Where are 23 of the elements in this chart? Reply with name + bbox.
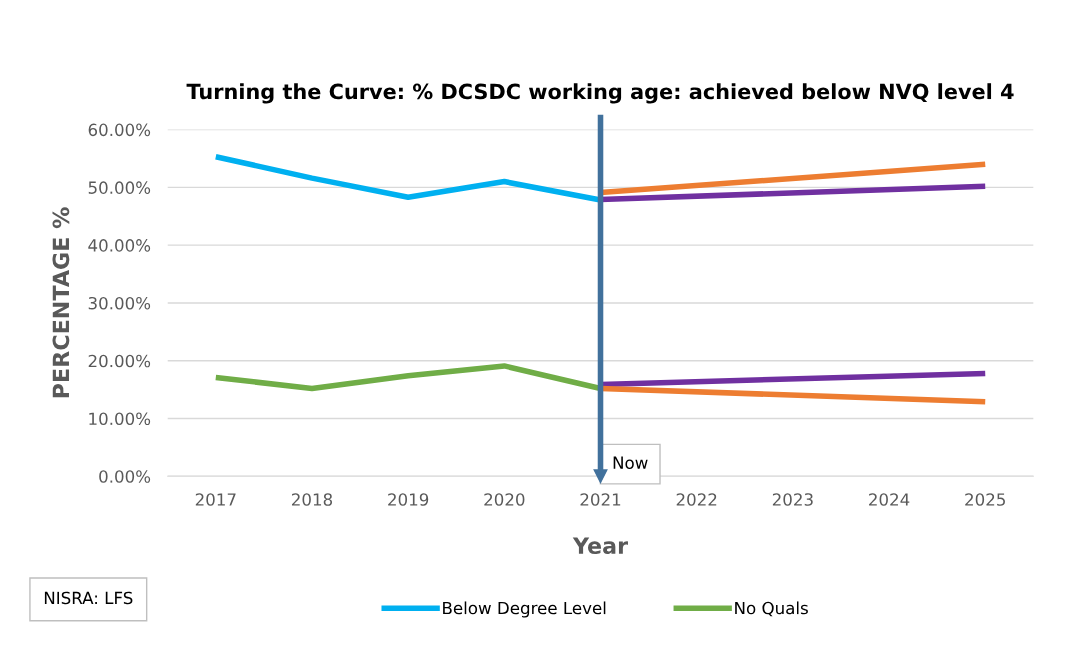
x-tick-label: 2018 bbox=[291, 493, 333, 506]
y-tick-label: 40.00% bbox=[88, 239, 151, 252]
legend-label: No Quals bbox=[735, 601, 808, 617]
y-tick-label: 10.00% bbox=[89, 412, 151, 426]
x-tick-label: 2022 bbox=[676, 493, 717, 506]
y-tick-label: 30.00% bbox=[88, 296, 151, 310]
chart-title: Turning the Curve: % DCSDC working age: achieved below NVQ level 4 bbox=[186, 83, 1014, 104]
x-tick-label: 2020 bbox=[484, 493, 525, 506]
ref-line-label: Now bbox=[613, 456, 648, 469]
x-tick-label: 2023 bbox=[772, 493, 813, 506]
x-axis-title: Year bbox=[572, 537, 628, 555]
text: NISRA: LFS bbox=[44, 591, 133, 605]
x-tick-label: 2019 bbox=[388, 493, 429, 506]
y-tick-label: 20.00% bbox=[88, 354, 151, 368]
x-tick-label: 2021 bbox=[580, 493, 621, 506]
x-tick-label: 2025 bbox=[965, 493, 1005, 506]
x-tick-label: 2017 bbox=[195, 493, 236, 506]
y-axis-title: PERCENTAGE % bbox=[52, 207, 70, 398]
y-tick-label: 50.00% bbox=[88, 181, 151, 194]
y-tick-label: 0.00% bbox=[99, 470, 151, 483]
x-tick-label: 2024 bbox=[869, 493, 910, 506]
y-tick-label: 60.00% bbox=[88, 123, 151, 137]
legend-label: Below Degree Level bbox=[443, 601, 606, 618]
